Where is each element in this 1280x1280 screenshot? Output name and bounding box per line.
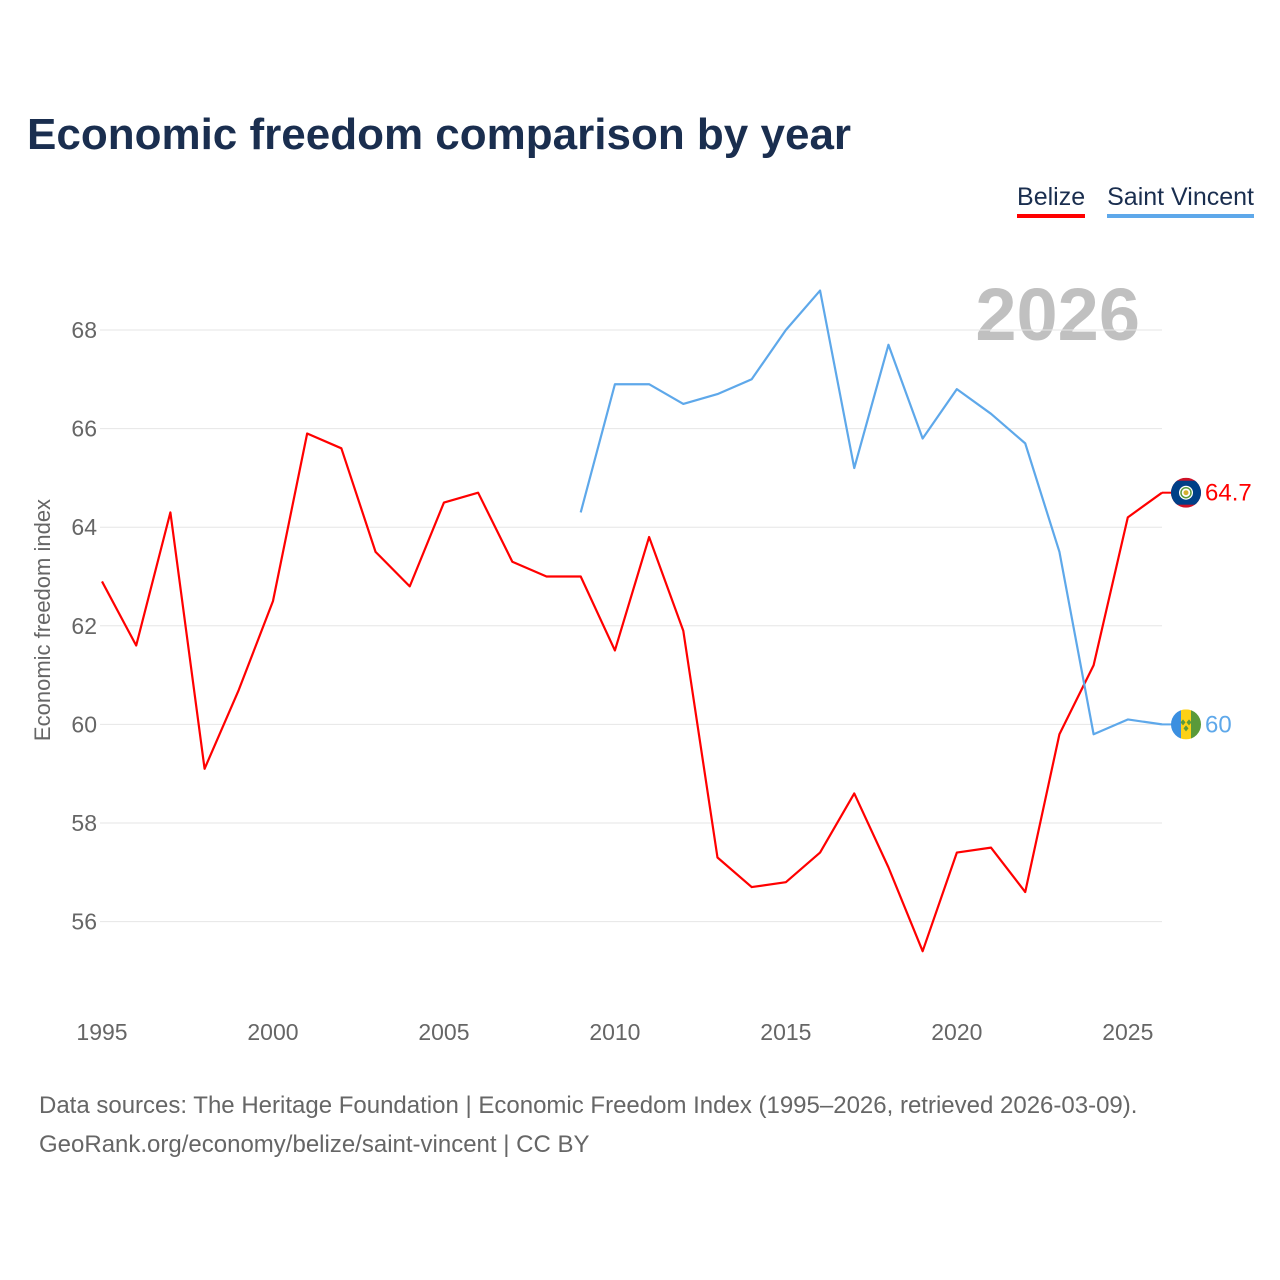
x-tick-label: 2015 (760, 1019, 811, 1045)
y-tick-label: 66 (71, 416, 97, 442)
y-tick-label: 62 (71, 613, 97, 639)
data-point[interactable] (646, 534, 652, 540)
data-point[interactable] (1125, 514, 1131, 520)
data-point[interactable] (646, 381, 652, 387)
legend-saint-vincent[interactable]: Saint Vincent (1107, 183, 1254, 218)
y-tick-label: 58 (71, 810, 97, 836)
year-watermark: 2026 (975, 273, 1140, 356)
y-tick-label: 56 (71, 909, 97, 935)
legend-belize[interactable]: Belize (1017, 183, 1086, 218)
end-value-label: 64.7 (1205, 480, 1252, 507)
data-point[interactable] (988, 845, 994, 851)
data-point[interactable] (509, 559, 515, 565)
chart-title: Economic freedom comparison by year (27, 110, 852, 159)
data-point[interactable] (988, 411, 994, 417)
data-point[interactable] (1125, 716, 1131, 722)
data-point[interactable] (270, 598, 276, 604)
x-tick-label: 1995 (76, 1019, 127, 1045)
series-line-belize[interactable] (101, 432, 1163, 953)
data-point[interactable] (578, 574, 584, 580)
y-tick-label: 68 (71, 317, 97, 343)
series-line-saint-vincent[interactable] (579, 289, 1163, 736)
data-point[interactable] (304, 431, 310, 437)
data-point[interactable] (783, 879, 789, 885)
data-point[interactable] (1056, 731, 1062, 737)
data-point[interactable] (885, 864, 891, 870)
x-tick-label: 2010 (589, 1019, 640, 1045)
data-point[interactable] (236, 687, 242, 693)
data-point[interactable] (407, 583, 413, 589)
y-tick-label: 64 (71, 514, 97, 540)
data-point[interactable] (99, 578, 105, 584)
legend: Belize Saint Vincent (1017, 183, 1254, 218)
data-point[interactable] (714, 391, 720, 397)
data-point[interactable] (133, 643, 139, 649)
data-point[interactable] (954, 850, 960, 856)
data-point[interactable] (1022, 889, 1028, 895)
data-point[interactable] (851, 465, 857, 471)
data-point[interactable] (680, 628, 686, 634)
belize-flag-icon (1171, 477, 1201, 508)
x-tick-label: 2020 (931, 1019, 982, 1045)
x-tick-label: 2005 (418, 1019, 469, 1045)
x-tick-label: 2025 (1102, 1019, 1153, 1045)
data-point[interactable] (885, 342, 891, 348)
y-tick-label: 60 (71, 711, 97, 737)
data-point[interactable] (783, 327, 789, 333)
data-point[interactable] (578, 509, 584, 515)
data-point[interactable] (373, 549, 379, 555)
data-point[interactable] (475, 490, 481, 496)
data-point[interactable] (920, 435, 926, 441)
end-value-label: 60 (1205, 711, 1232, 738)
data-point[interactable] (544, 574, 550, 580)
data-point[interactable] (954, 386, 960, 392)
attribution: GeoRank.org/economy/belize/saint-vincent… (39, 1131, 590, 1158)
x-tick-label: 2000 (247, 1019, 298, 1045)
data-point[interactable] (612, 647, 618, 653)
data-point[interactable] (817, 288, 823, 294)
data-point[interactable] (680, 401, 686, 407)
saint-vincent-flag-icon (1171, 709, 1201, 740)
data-point[interactable] (920, 948, 926, 954)
data-point[interactable] (749, 376, 755, 382)
data-point[interactable] (817, 850, 823, 856)
data-point[interactable] (167, 509, 173, 515)
data-source: Data sources: The Heritage Foundation | … (39, 1092, 1138, 1119)
data-point[interactable] (202, 766, 208, 772)
data-point[interactable] (749, 884, 755, 890)
data-point[interactable] (851, 790, 857, 796)
data-point[interactable] (714, 855, 720, 861)
data-point[interactable] (1056, 549, 1062, 555)
footer: Data sources: The Heritage Foundation | … (39, 1086, 1137, 1164)
data-point[interactable] (1022, 440, 1028, 446)
data-point[interactable] (441, 500, 447, 506)
data-point[interactable] (1091, 731, 1097, 737)
data-point[interactable] (1091, 662, 1097, 668)
y-axis-label: Economic freedom index (30, 499, 55, 741)
data-point[interactable] (612, 381, 618, 387)
data-point[interactable] (338, 445, 344, 451)
